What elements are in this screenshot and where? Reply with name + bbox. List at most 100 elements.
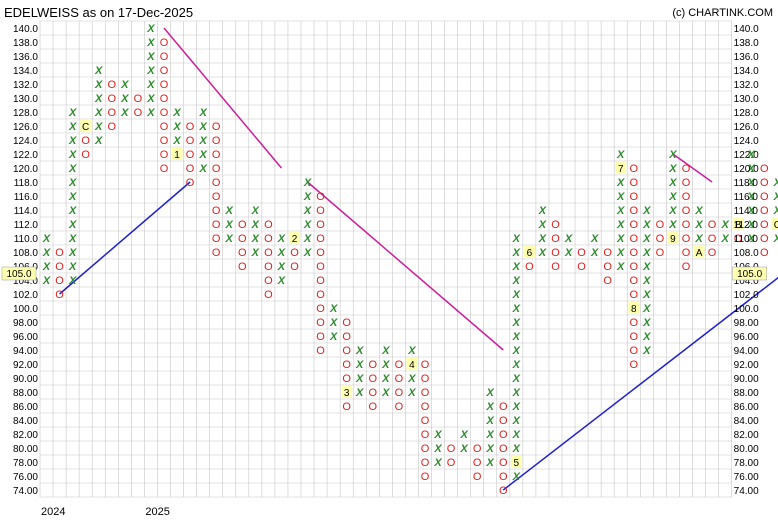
o-box: O: [499, 471, 508, 483]
y-tick-label: 100.0: [13, 304, 38, 315]
x-box: X: [616, 247, 625, 259]
o-box: O: [629, 177, 638, 189]
x-box: X: [459, 443, 468, 455]
o-box: O: [421, 401, 430, 413]
o-box: O: [682, 261, 691, 273]
o-box: O: [629, 205, 638, 217]
x-box: X: [668, 205, 677, 217]
o-box: O: [708, 219, 717, 231]
o-box: O: [395, 359, 404, 371]
x-box: X: [225, 233, 234, 245]
o-box: O: [186, 163, 195, 175]
x-box: X: [512, 331, 521, 343]
x-box: X: [668, 177, 677, 189]
o-box: O: [160, 51, 169, 63]
x-box: X: [642, 331, 651, 343]
x-box: X: [251, 233, 260, 245]
o-box: O: [421, 387, 430, 399]
o-box: O: [368, 373, 377, 385]
x-box: X: [120, 93, 129, 105]
month-marker-bg: [732, 218, 744, 230]
o-box: O: [499, 485, 508, 497]
month-marker-bg: [628, 302, 640, 314]
x-box: X: [303, 233, 312, 245]
x-box: X: [94, 107, 103, 119]
y-tick-label: 128.0: [734, 108, 759, 119]
y-tick-label: 130.0: [13, 94, 38, 105]
x-box: X: [773, 191, 778, 203]
x-box: X: [303, 205, 312, 217]
x-box: X: [68, 163, 77, 175]
o-box: O: [551, 219, 560, 231]
y-tick-label: 124.0: [13, 136, 38, 147]
support-trend-line: [502, 276, 778, 491]
o-box: O: [682, 205, 691, 217]
x-box: X: [642, 275, 651, 287]
month-marker: 4: [409, 360, 415, 371]
y-tick-label: 134.0: [13, 66, 38, 77]
y-tick-label: 136.0: [13, 52, 38, 63]
x-box: X: [68, 191, 77, 203]
y-tick-label: 76.00: [13, 472, 38, 483]
o-box: O: [656, 233, 665, 245]
x-box: X: [512, 275, 521, 287]
month-marker-bg: [171, 148, 183, 160]
month-marker-bg: [80, 120, 92, 132]
o-box: O: [577, 247, 586, 259]
o-box: O: [316, 191, 325, 203]
x-box: X: [251, 219, 260, 231]
o-box: O: [316, 205, 325, 217]
month-marker: 6: [527, 248, 533, 259]
o-box: O: [629, 289, 638, 301]
x-box: X: [42, 247, 51, 259]
x-box: X: [225, 205, 234, 217]
o-box: O: [160, 121, 169, 133]
y-tick-label: 132.0: [13, 80, 38, 91]
x-box: X: [512, 289, 521, 301]
o-box: O: [760, 191, 769, 203]
o-box: O: [629, 331, 638, 343]
x-box: X: [486, 401, 495, 413]
y-tick-label: 96.00: [734, 332, 759, 343]
month-marker-bg: [288, 232, 300, 244]
month-marker-bg: [523, 246, 535, 258]
x-box: X: [668, 219, 677, 231]
x-box: X: [642, 289, 651, 301]
o-box: O: [160, 135, 169, 147]
o-box: O: [656, 219, 665, 231]
o-box: O: [499, 415, 508, 427]
o-box: O: [238, 219, 247, 231]
o-box: O: [107, 79, 116, 91]
chart-title: EDELWEISS as on 17-Dec-2025: [4, 5, 193, 20]
x-box: X: [512, 359, 521, 371]
o-box: O: [160, 163, 169, 175]
y-tick-label: 120.0: [13, 164, 38, 175]
o-box: O: [447, 443, 456, 455]
y-tick-label: 88.00: [734, 388, 759, 399]
support-trend-line: [59, 181, 191, 295]
y-tick-label: 96.00: [13, 332, 38, 343]
o-box: O: [264, 247, 273, 259]
o-box: O: [395, 401, 404, 413]
o-box: O: [290, 261, 299, 273]
y-tick-label: 78.00: [734, 458, 759, 469]
y-tick-label: 74.00: [13, 486, 38, 497]
x-box: X: [198, 121, 207, 133]
o-box: O: [212, 149, 221, 161]
y-tick-label: 88.00: [13, 388, 38, 399]
o-box: O: [421, 443, 430, 455]
month-marker-bg: [693, 246, 705, 258]
o-box: O: [473, 443, 482, 455]
x-box: X: [407, 345, 416, 357]
o-box: O: [55, 261, 64, 273]
x-box: X: [433, 457, 442, 469]
month-marker-bg: [510, 456, 522, 468]
y-tick-label: 118.0: [14, 178, 39, 189]
x-box: X: [459, 429, 468, 441]
o-box: O: [421, 373, 430, 385]
current-price-box-right: [732, 266, 767, 281]
month-marker: 5: [514, 458, 520, 469]
o-box: O: [603, 261, 612, 273]
o-box: O: [760, 177, 769, 189]
o-box: O: [316, 233, 325, 245]
